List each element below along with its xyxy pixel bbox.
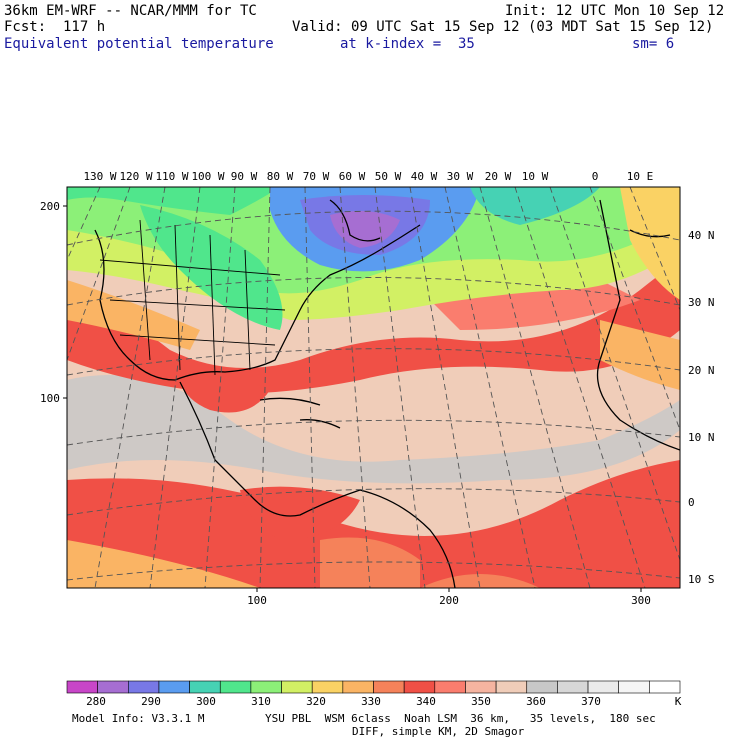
colorbar-swatch <box>526 680 558 694</box>
colorbar-swatch <box>557 680 589 694</box>
grid-label-bottom: 100 <box>247 594 267 607</box>
lat-label: 40 N <box>688 229 715 242</box>
smoothing-info: sm= 6 <box>632 36 675 52</box>
lon-label: 130 W <box>83 170 116 183</box>
colorbar-label: 350 <box>471 695 491 708</box>
colorbar-label: 360 <box>526 695 546 708</box>
graticule <box>67 187 680 588</box>
lon-label: 110 W <box>155 170 188 183</box>
colorbar-swatch <box>403 680 436 694</box>
lon-label: 100 W <box>191 170 224 183</box>
grid-label-bottom: 300 <box>631 594 651 607</box>
diffusion-info: DIFF, simple KM, 2D Smagor <box>352 725 525 738</box>
colorbar-swatch <box>465 680 497 694</box>
lon-label: 30 W <box>447 170 474 183</box>
lon-label: 40 W <box>411 170 438 183</box>
colorbar-labels: 280 290 300 310 320 330 340 350 360 370 … <box>86 695 682 708</box>
lon-label: 10 E <box>627 170 654 183</box>
lon-label: 60 W <box>339 170 366 183</box>
colorbar-label: 300 <box>196 695 216 708</box>
lat-labels: 40 N 30 N 20 N 10 N 0 10 S <box>688 229 715 586</box>
lon-label: 20 W <box>485 170 512 183</box>
lon-label: 10 W <box>522 170 549 183</box>
colorbar-swatch <box>649 680 681 694</box>
physics-info: YSU PBL WSM 6class Noah LSM 36 km, 35 le… <box>265 712 656 725</box>
lat-label: 30 N <box>688 296 715 309</box>
grid-label-bottom: 200 <box>439 594 459 607</box>
colorbar-swatch <box>219 680 252 694</box>
colorbar-swatch <box>158 680 190 694</box>
colorbar-swatch <box>618 680 650 694</box>
model-title: 36km EM-WRF -- NCAR/MMM for TC <box>4 3 257 19</box>
colorbar <box>66 680 681 694</box>
grid-label-left: 200 <box>40 200 60 213</box>
colorbar-swatch <box>281 680 313 694</box>
lon-label: 0 <box>592 170 599 183</box>
theta-e-field <box>67 187 680 588</box>
colorbar-swatch <box>250 680 282 694</box>
lon-label: 120 W <box>119 170 152 183</box>
colorbar-swatch <box>97 680 129 694</box>
colorbar-label: 280 <box>86 695 106 708</box>
init-time: Init: 12 UTC Mon 10 Sep 12 <box>505 3 725 19</box>
colorbar-swatch <box>342 680 374 694</box>
lon-label: 70 W <box>303 170 330 183</box>
model-info: Model Info: V3.3.1 M <box>72 712 205 725</box>
lat-label: 10 N <box>688 431 715 444</box>
colorbar-swatch <box>434 680 466 694</box>
colorbar-label: 370 <box>581 695 601 708</box>
colorbar-label: 340 <box>416 695 436 708</box>
level-info: at k-index = 35 <box>340 36 475 52</box>
colorbar-label: 320 <box>306 695 326 708</box>
lon-label: 80 W <box>267 170 294 183</box>
colorbar-unit: K <box>675 695 682 708</box>
colorbar-swatch <box>373 680 405 694</box>
colorbar-swatch <box>189 680 221 694</box>
lat-label: 0 <box>688 496 695 509</box>
colorbar-label: 330 <box>361 695 381 708</box>
lat-label: 20 N <box>688 364 715 377</box>
colorbar-label: 310 <box>251 695 271 708</box>
colorbar-swatch <box>311 680 344 694</box>
grid-label-left: 100 <box>40 392 60 405</box>
lon-label: 50 W <box>375 170 402 183</box>
grid-index-labels: 200 100 100 200 300 <box>40 200 651 607</box>
lon-label: 90 W <box>231 170 258 183</box>
lat-label: 10 S <box>688 573 715 586</box>
grid-ticks <box>63 205 642 592</box>
colorbar-swatch <box>128 680 160 694</box>
colorbar-swatch <box>66 680 98 694</box>
map-frame <box>66 186 681 589</box>
colorbar-swatch <box>495 680 528 694</box>
colorbar-label: 290 <box>141 695 161 708</box>
field-name: Equivalent potential temperature <box>4 36 274 52</box>
lon-labels: 130 W 120 W 110 W 100 W 90 W 80 W 70 W 6… <box>83 170 653 183</box>
colorbar-swatch <box>587 680 619 694</box>
forecast-hour: Fcst: 117 h <box>4 19 106 35</box>
valid-time: Valid: 09 UTC Sat 15 Sep 12 (03 MDT Sat … <box>292 19 714 35</box>
